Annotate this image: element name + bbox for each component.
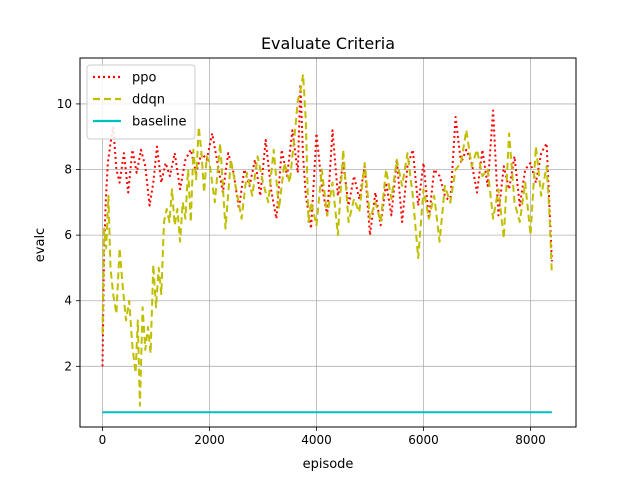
- x-tick-label: 0: [99, 433, 107, 447]
- legend-label-ddqn: ddqn: [132, 93, 165, 108]
- x-tick-label: 8000: [515, 433, 546, 447]
- axis-ticks: 0 2000 4000 6000 8000 2 4 6 8 10: [57, 97, 546, 447]
- x-axis-label: episode: [303, 457, 354, 472]
- series-layer: [101, 73, 553, 414]
- y-tick-label: 10: [57, 97, 72, 111]
- grid-lines: [80, 58, 576, 427]
- plot-frame: [79, 57, 577, 428]
- y-tick-label: 2: [64, 359, 72, 373]
- chart-title: Evaluate Criteria: [261, 34, 395, 53]
- y-axis-label: evalc: [33, 228, 48, 262]
- x-tick-label: 4000: [301, 433, 332, 447]
- y-tick-label: 4: [64, 294, 72, 308]
- legend: ppo ddqn baseline: [86, 64, 196, 140]
- legend-label-ppo: ppo: [132, 71, 157, 86]
- legend-label-baseline: baseline: [132, 115, 186, 130]
- x-tick-label: 6000: [408, 433, 439, 447]
- y-tick-label: 6: [64, 228, 72, 242]
- x-tick-label: 2000: [194, 433, 225, 447]
- y-tick-label: 8: [64, 163, 72, 177]
